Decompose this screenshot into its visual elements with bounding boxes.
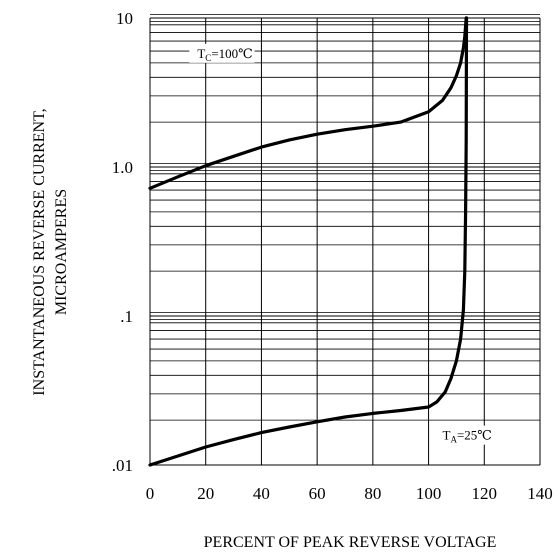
series-line-2	[148, 16, 469, 467]
x-tick-label: 120	[472, 484, 498, 503]
x-tick-label: 20	[197, 484, 214, 503]
series-line-1	[148, 16, 468, 190]
y-tick-label: .01	[112, 456, 133, 475]
x-axis-title: PERCENT OF PEAK REVERSE VOLTAGE	[204, 534, 497, 551]
series-label-2: TA=25℃	[443, 428, 492, 445]
x-tick-label: 60	[309, 484, 326, 503]
series-lines	[148, 16, 469, 467]
y-tick-label: 1.0	[112, 158, 133, 177]
series-label-1: TC=100℃	[197, 46, 252, 63]
series-label-bg	[434, 425, 493, 445]
y-axis-title-line2: MICROAMPERES	[53, 189, 70, 315]
series-labels: TC=100℃ TA=25℃	[189, 43, 493, 445]
y-tick-label: 10	[116, 9, 133, 28]
tick-labels: 0 20 40 60 80 100 120 140 .01 .1 1.0 10	[112, 9, 553, 503]
series-label-bg	[189, 43, 255, 63]
grid	[149, 14, 541, 466]
x-tick-label: 140	[527, 484, 553, 503]
y-axis-title-line1: INSTANTANEOUS REVERSE CURRENT,	[31, 108, 48, 395]
x-tick-label: 40	[253, 484, 270, 503]
x-tick-label: 80	[364, 484, 381, 503]
x-tick-label: 100	[416, 484, 442, 503]
x-tick-label: 0	[146, 484, 155, 503]
y-tick-label: .1	[120, 307, 133, 326]
